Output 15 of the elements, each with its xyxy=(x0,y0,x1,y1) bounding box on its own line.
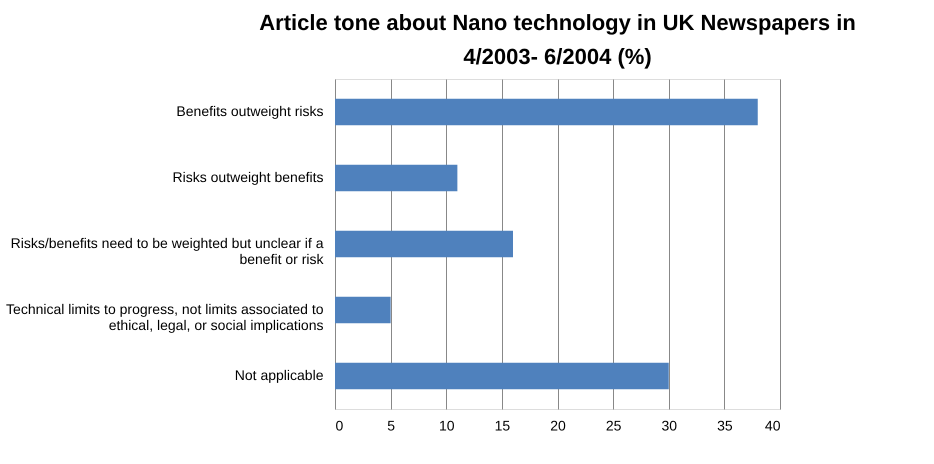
y-tick-label: Risks outweight benefits xyxy=(172,169,324,185)
chart-title: Article tone about Nano technology in UK Newspapers in 4/2003- 6/2004 (%) xyxy=(259,10,856,69)
y-tick-label: Risks/benefits need to be weighted but unclear if a benefit or risk xyxy=(10,235,324,267)
x-tick-label: 20 xyxy=(550,418,566,434)
x-tick-label: 25 xyxy=(606,418,622,434)
x-tick-label: 15 xyxy=(494,418,510,434)
y-tick-label: Benefits outweight risks xyxy=(176,103,324,119)
x-tick-label: 35 xyxy=(717,418,733,434)
x-tick-label: 40 xyxy=(764,418,781,434)
x-tick-label: 10 xyxy=(438,418,455,434)
x-tick-label: 5 xyxy=(387,418,396,434)
y-tick-label: Not applicable xyxy=(234,367,324,383)
x-tick-label: 30 xyxy=(661,418,678,434)
y-tick-label: Technical limits to progress, not limits associated to ethical, legal, or social implications xyxy=(6,301,324,333)
x-tick-label: 0 xyxy=(336,418,344,434)
